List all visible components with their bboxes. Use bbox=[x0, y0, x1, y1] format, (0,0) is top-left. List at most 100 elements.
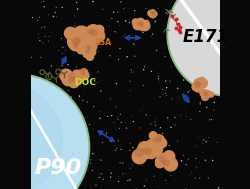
Circle shape bbox=[70, 77, 74, 81]
Point bbox=[34, 135, 38, 138]
Circle shape bbox=[150, 14, 154, 18]
Point bbox=[60, 6, 64, 9]
Point bbox=[174, 32, 178, 35]
Point bbox=[127, 80, 131, 83]
Point bbox=[208, 55, 212, 58]
Point bbox=[128, 0, 132, 2]
Point bbox=[194, 80, 198, 83]
Point bbox=[48, 35, 52, 38]
Point bbox=[129, 68, 133, 71]
Point bbox=[97, 158, 101, 161]
Circle shape bbox=[202, 93, 206, 97]
Circle shape bbox=[69, 38, 82, 51]
Circle shape bbox=[62, 73, 74, 86]
Point bbox=[132, 43, 136, 46]
Point bbox=[217, 83, 221, 86]
Point bbox=[153, 116, 157, 119]
Circle shape bbox=[73, 39, 80, 45]
Point bbox=[166, 144, 170, 147]
Point bbox=[179, 159, 183, 162]
Circle shape bbox=[204, 92, 206, 94]
Point bbox=[144, 113, 148, 116]
Text: DOC: DOC bbox=[74, 78, 96, 87]
Circle shape bbox=[92, 30, 104, 42]
Point bbox=[49, 82, 53, 85]
Point bbox=[106, 169, 110, 172]
Point bbox=[81, 117, 85, 120]
Point bbox=[177, 56, 181, 59]
Point bbox=[170, 14, 174, 17]
Circle shape bbox=[66, 74, 74, 82]
Point bbox=[96, 50, 100, 53]
Circle shape bbox=[203, 92, 205, 95]
Point bbox=[194, 166, 198, 169]
Point bbox=[68, 23, 72, 26]
Point bbox=[132, 55, 136, 58]
Point bbox=[211, 109, 215, 112]
Point bbox=[150, 33, 154, 36]
Point bbox=[193, 0, 197, 3]
Circle shape bbox=[136, 18, 144, 27]
Point bbox=[123, 19, 127, 22]
Point bbox=[110, 17, 114, 20]
Point bbox=[54, 165, 58, 168]
Point bbox=[171, 31, 175, 34]
Point bbox=[154, 49, 158, 52]
Point bbox=[83, 156, 87, 160]
Circle shape bbox=[153, 138, 157, 142]
Circle shape bbox=[163, 151, 174, 162]
Point bbox=[204, 11, 208, 14]
Point bbox=[46, 174, 50, 177]
Point bbox=[179, 61, 183, 64]
Point bbox=[81, 132, 85, 135]
Circle shape bbox=[156, 136, 161, 140]
Point bbox=[56, 49, 60, 52]
Circle shape bbox=[81, 72, 84, 75]
Point bbox=[175, 87, 179, 90]
Circle shape bbox=[150, 12, 152, 14]
Circle shape bbox=[64, 78, 71, 85]
Point bbox=[186, 11, 190, 14]
Point bbox=[175, 123, 179, 126]
Circle shape bbox=[138, 142, 151, 155]
Point bbox=[186, 68, 190, 71]
Point bbox=[35, 86, 39, 89]
Point bbox=[210, 92, 214, 95]
Point bbox=[71, 73, 75, 76]
Point bbox=[99, 159, 103, 162]
Circle shape bbox=[152, 12, 156, 16]
Point bbox=[130, 166, 134, 169]
Circle shape bbox=[86, 53, 93, 60]
Point bbox=[196, 85, 200, 88]
Point bbox=[108, 114, 112, 117]
Point bbox=[208, 13, 212, 16]
Point bbox=[54, 143, 58, 146]
Circle shape bbox=[86, 25, 101, 40]
Circle shape bbox=[132, 149, 146, 164]
Point bbox=[94, 183, 98, 186]
Point bbox=[162, 55, 166, 58]
Point bbox=[184, 115, 188, 118]
Circle shape bbox=[72, 70, 79, 77]
Point bbox=[57, 186, 61, 189]
Point bbox=[210, 22, 214, 26]
Point bbox=[118, 113, 122, 116]
Point bbox=[204, 106, 208, 109]
Point bbox=[156, 75, 160, 78]
Point bbox=[214, 141, 218, 144]
Circle shape bbox=[196, 82, 198, 84]
Point bbox=[87, 36, 91, 40]
Point bbox=[160, 132, 164, 135]
Point bbox=[30, 158, 34, 161]
Point bbox=[36, 127, 40, 130]
Point bbox=[213, 2, 217, 5]
Point bbox=[82, 174, 86, 177]
Circle shape bbox=[150, 11, 156, 16]
Point bbox=[85, 30, 89, 33]
Point bbox=[178, 114, 182, 117]
Point bbox=[119, 121, 123, 124]
Point bbox=[81, 50, 85, 53]
Point bbox=[206, 90, 210, 93]
Circle shape bbox=[157, 138, 166, 148]
Point bbox=[72, 15, 76, 18]
